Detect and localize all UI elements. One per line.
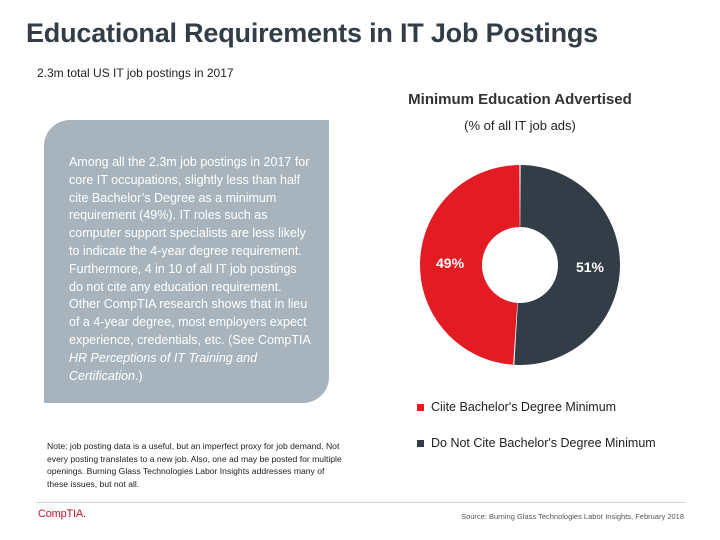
legend-item-not-cite: Do Not Cite Bachelor's Degree Minimum <box>417 434 656 452</box>
chart-subtitle: (% of all IT job ads) <box>464 118 576 133</box>
legend-label-not-cite: Do Not Cite Bachelor's Degree Minimum <box>431 436 656 450</box>
callout-text: Among all the 2.3m job postings in 2017 … <box>69 154 314 385</box>
legend-item-cite: Ciite Bachelor's Degree Minimum <box>417 398 656 416</box>
footer-divider <box>36 502 686 503</box>
footnote: Note: job posting data is a useful, but … <box>47 441 342 489</box>
page-subtitle: 2.3m total US IT job postings in 2017 <box>37 66 234 80</box>
callout-text-italic: HR Perceptions of IT Training and Certif… <box>69 350 258 383</box>
donut-slice-not-cite <box>514 165 621 365</box>
legend-swatch-cite <box>417 403 424 411</box>
comptia-logo: CompTIA. <box>38 508 86 520</box>
legend-swatch-not-cite <box>417 439 424 447</box>
callout-box: Among all the 2.3m job postings in 2017 … <box>44 120 329 403</box>
chart-title: Minimum Education Advertised <box>408 91 632 108</box>
page-title: Educational Requirements in IT Job Posti… <box>26 18 598 48</box>
chart-legend: Ciite Bachelor's Degree Minimum Do Not C… <box>417 398 656 470</box>
legend-label-cite: Ciite Bachelor's Degree Minimum <box>431 400 617 414</box>
donut-slice-cite <box>420 165 520 365</box>
source-note: Source: Burning Glass Technologies Labor… <box>461 512 684 521</box>
callout-text-end: .) <box>135 368 143 383</box>
donut-label-cite: 49% <box>436 255 465 271</box>
callout-text-main: Among all the 2.3m job postings in 2017 … <box>69 155 311 347</box>
donut-chart: 51% 49% <box>420 165 621 365</box>
donut-label-not-cite: 51% <box>576 259 605 275</box>
